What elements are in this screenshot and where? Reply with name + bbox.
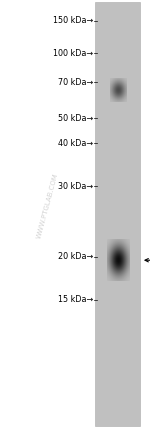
Text: WWW.PTGLAB.COM: WWW.PTGLAB.COM	[36, 172, 60, 239]
Text: 50 kDa→: 50 kDa→	[58, 113, 93, 123]
Text: 15 kDa→: 15 kDa→	[58, 295, 93, 304]
Text: 70 kDa→: 70 kDa→	[58, 77, 93, 87]
Text: 20 kDa→: 20 kDa→	[58, 252, 93, 262]
Text: 100 kDa→: 100 kDa→	[53, 48, 93, 58]
Text: 150 kDa→: 150 kDa→	[53, 16, 93, 25]
Text: 30 kDa→: 30 kDa→	[58, 181, 93, 191]
Text: 40 kDa→: 40 kDa→	[58, 139, 93, 148]
Bar	[95, 2, 140, 426]
